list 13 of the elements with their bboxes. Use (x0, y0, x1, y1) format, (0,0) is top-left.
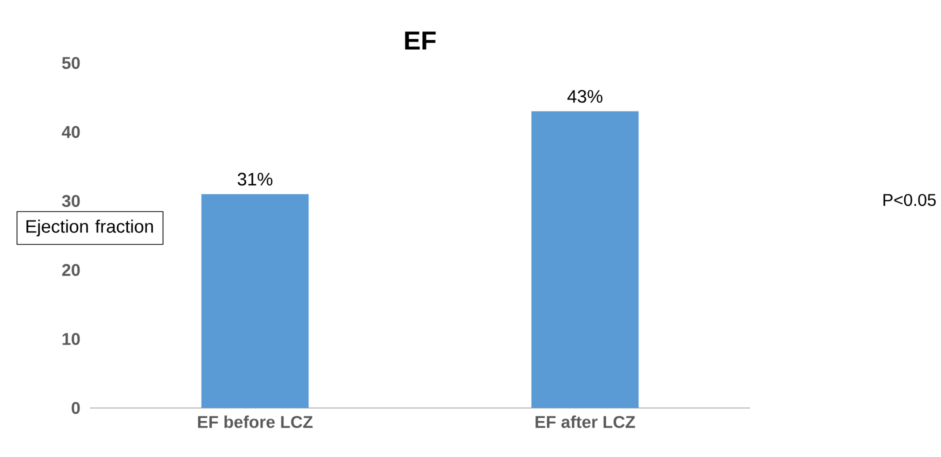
y-tick-label: 0 (72, 402, 80, 414)
chart-title: EF (405, 32, 436, 50)
y-tick-label: 40 (62, 126, 80, 138)
x-tick-label: EF after LCZ (536, 416, 636, 428)
y-tick-label: 10 (62, 332, 80, 346)
x-tick-label: EF before LCZ (198, 416, 313, 428)
y-axis-title: Ejection fraction (26, 220, 153, 236)
text: P<0.05 (884, 194, 936, 206)
y-tick-label: 20 (62, 264, 80, 276)
y-tick-label: 30 (62, 194, 80, 208)
y-tick-label: 50 (62, 56, 80, 70)
data-label: 31% (238, 172, 272, 186)
data-label: 43% (567, 90, 602, 103)
